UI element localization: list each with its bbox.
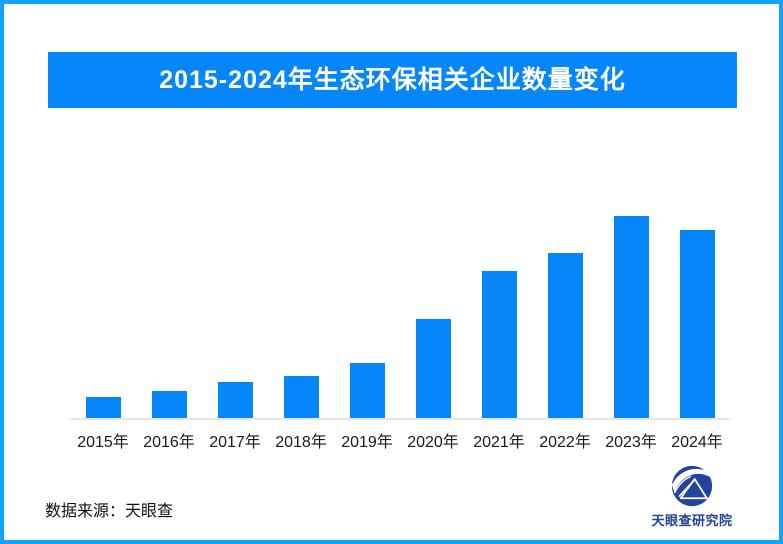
bar [85,396,121,418]
bar-chart-plot [70,216,730,420]
x-axis-label: 2022年 [539,434,591,451]
bar-slot [532,216,598,418]
bar [349,363,385,418]
x-axis-label: 2024年 [671,434,723,451]
bar [151,390,187,418]
bar-slot [598,216,664,418]
bar-slot [334,216,400,418]
bar [415,319,451,418]
bar-slot [466,216,532,418]
bar [679,229,715,418]
bar [613,216,649,418]
bar [547,252,583,418]
bar-slot [202,216,268,418]
x-axis-label: 2016年 [143,434,195,451]
bar-slot [664,216,730,418]
x-axis-label: 2017年 [209,434,261,451]
brand-logo-text: 天眼查研究院 [651,513,733,528]
x-axis-label: 2018年 [275,434,327,451]
bar [283,376,319,418]
tianyancha-logo-icon [671,465,713,507]
x-axis-label: 2019年 [341,434,393,451]
bar-slot [70,216,136,418]
x-axis-label: 2023年 [605,434,657,451]
data-source-note: 数据来源：天眼查 [45,503,174,520]
bar [217,382,253,418]
chart-title: 2015-2024年生态环保相关企业数量变化 [159,66,626,94]
bar-slot [400,216,466,418]
x-axis-label: 2020年 [407,434,459,451]
x-axis-label: 2015年 [77,434,129,451]
bar [481,270,517,418]
bar-slot [136,216,202,418]
brand-logo: 天眼查研究院 [632,465,752,529]
x-axis-labels: 2015年 2016年 2017年 2018年 2019年 2020年 2021年 2022年… [70,428,730,452]
bar-slot [268,216,334,418]
chart-title-banner: 2015-2024年生态环保相关企业数量变化 [48,52,737,108]
x-axis-label: 2021年 [473,434,525,451]
